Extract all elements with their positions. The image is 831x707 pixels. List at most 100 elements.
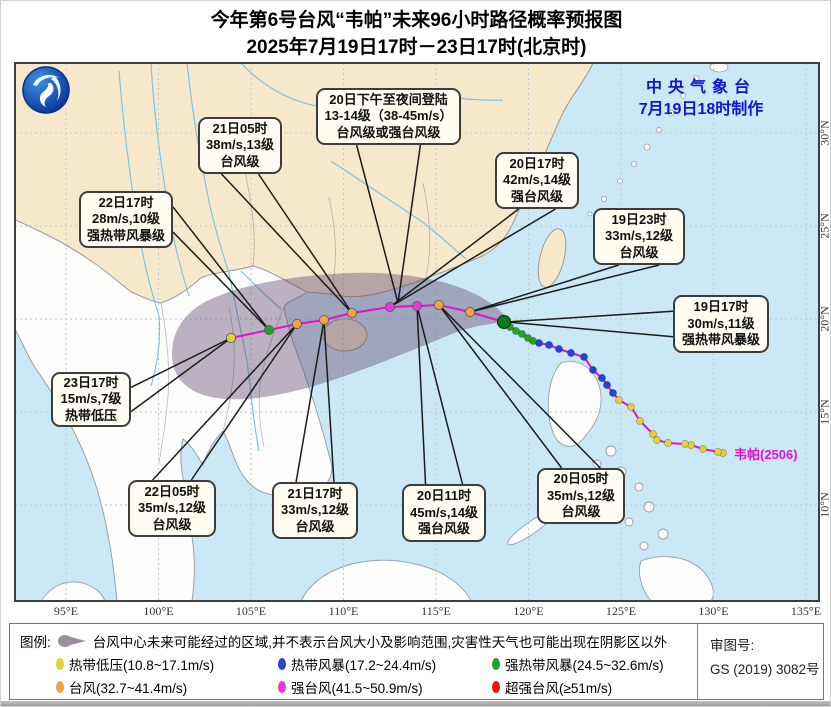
- legend-item-label: 强热带风暴(24.5~32.6m/s): [505, 658, 664, 673]
- callout-t19-17: 19日17时 30m/s,11级 强热带风暴级: [673, 295, 769, 353]
- callout-text: 13-14级（38-45m/s）: [324, 108, 453, 124]
- title-line1: 今年第6号台风“韦帕”未来96小时路径概率预报图: [210, 10, 623, 31]
- legend-item-sty: 强台风(41.5~50.9m/s): [278, 677, 423, 697]
- callout-text: 21日17时: [287, 485, 343, 501]
- callout-text: 台风级: [152, 516, 192, 532]
- callout-text: 21日05时: [212, 120, 268, 136]
- callout-text: 强热带风暴级: [86, 227, 165, 243]
- map-frame: [14, 62, 820, 602]
- legend-stts-dot-icon: [492, 658, 500, 670]
- legend-item-label: 热带低压(10.8~17.1m/s): [69, 658, 215, 673]
- callout-text: 35m/s,12级: [138, 500, 206, 516]
- legend-td-dot-icon: [56, 658, 64, 670]
- callout-t19-23: 19日23时 33m/s,12级 台风级: [593, 208, 685, 265]
- callout-t21-05: 21日05时 38m/s,13级 台风级: [198, 117, 282, 174]
- legend-item-suty: 超强台风(≥51m/s): [492, 677, 612, 697]
- callout-text: 20日11时: [416, 488, 472, 504]
- callout-text: 33m/s,12级: [605, 228, 673, 244]
- lon-tick-label: 95°E: [53, 604, 79, 618]
- callout-text: 35m/s,12级: [547, 487, 615, 503]
- callout-text: 20日下午至夜间登陆: [329, 91, 448, 107]
- callout-text: 30m/s,11级: [687, 315, 755, 331]
- callout-t22-17: 22日17时 28m/s,10级 强热带风暴级: [79, 191, 173, 248]
- callout-text: 台风级: [295, 518, 335, 534]
- legend-sty-dot-icon: [278, 681, 286, 693]
- province-borders: [244, 170, 431, 294]
- lon-tick-label: 110°E: [328, 604, 359, 618]
- callout-text: 45m/s,14级: [410, 504, 478, 520]
- lat-tick-label: 25°N: [817, 213, 831, 239]
- legend-suty-dot-icon: [492, 681, 500, 693]
- legend-cone-row: 图例: 台风中心未来可能经过的区域,并不表示台风大小及影响范围,灾害性天气也可能…: [20, 631, 667, 651]
- legend-title: 图例:: [20, 635, 51, 650]
- callout-text: 20日05时: [553, 471, 609, 487]
- callout-t21-17: 21日17时 33m/s,12级 台风级: [272, 482, 358, 539]
- callout-text: 23日17时: [63, 374, 119, 390]
- callout-text: 台风级: [561, 504, 601, 520]
- callout-text: 42m/s,14级: [503, 172, 571, 188]
- callout-pointer-lines: [130, 144, 674, 485]
- legend-ty-dot-icon: [56, 681, 64, 693]
- callout-text: 强台风级: [510, 188, 563, 204]
- lat-tick-label: 30°N: [817, 120, 831, 146]
- legend-item-label: 强台风(41.5~50.9m/s): [291, 681, 423, 696]
- bottom-shadow-bar: [1, 701, 830, 706]
- legend-cone-note: 台风中心未来可能经过的区域,并不表示台风大小及影响范围,灾害性天气也可能出现在阴…: [92, 635, 668, 650]
- callout-text: 33m/s,12级: [281, 502, 349, 518]
- legend-item-label: 超强台风(≥51m/s): [505, 681, 613, 696]
- legend-item-td: 热带低压(10.8~17.1m/s): [56, 654, 214, 674]
- callout-text: 台风级或强台风级: [336, 124, 441, 140]
- cone-legend-icon: [57, 635, 86, 647]
- callout-text: 热带低压: [64, 407, 117, 423]
- bottom-islands: [40, 559, 472, 601]
- legend-item-label: 热带风暴(17.2~24.4m/s): [291, 658, 437, 673]
- callout-text: 19日17时: [693, 299, 749, 315]
- callout-text: 15m/s,7级: [60, 391, 122, 407]
- callout-t22-05: 22日05时 35m/s,12级 台风级: [128, 480, 216, 537]
- callout-text: 20日17时: [509, 155, 565, 171]
- legend-item-ty: 台风(32.7~41.4m/s): [56, 677, 187, 697]
- lat-tick-label: 15°N: [817, 399, 831, 425]
- lon-tick-label: 130°E: [698, 604, 729, 618]
- review-value: GS (2019) 3082号: [710, 662, 820, 677]
- agency-name: 中央气象台: [645, 79, 756, 96]
- map-review-number: 审图号: GS (2019) 3082号: [710, 634, 822, 682]
- callout-text: 强台风级: [417, 521, 470, 537]
- callout-text: 台风级: [220, 153, 260, 169]
- legend-item-stts: 强热带风暴(24.5~32.6m/s): [492, 654, 664, 674]
- callout-t20-05: 20日05时 35m/s,12级 台风级: [537, 468, 625, 524]
- title-line2: 2025年7月19日17时－23日17时(北京时): [246, 37, 587, 58]
- lat-tick-label: 10°N: [817, 492, 831, 518]
- typhoon-track: [225, 299, 727, 457]
- callout-text: 22日05时: [144, 483, 200, 499]
- ryukyu-islands: [587, 63, 729, 217]
- page-title: 今年第6号台风“韦帕”未来96小时路径概率预报图 2025年7月19日17时－2…: [1, 7, 830, 61]
- legend-divider: [697, 624, 698, 699]
- lon-tick-label: 120°E: [513, 604, 544, 618]
- callout-text: 台风级: [619, 244, 659, 260]
- callout-text: 28m/s,10级: [92, 211, 160, 227]
- lat-tick-label: 20°N: [817, 306, 831, 332]
- callout-text: 19日23时: [611, 211, 667, 227]
- callout-t20-17: 20日17时 42m/s,14级 强台风级: [495, 152, 579, 209]
- callout-text: 38m/s,13级: [206, 137, 274, 153]
- agency-watermark: 中央气象台 7月19日18时制作: [601, 77, 801, 121]
- cma-logo-icon: [22, 66, 70, 114]
- legend-item-ts: 热带风暴(17.2~24.4m/s): [278, 654, 436, 674]
- callout-text: 强热带风暴级: [681, 332, 760, 348]
- legend-panel: 图例: 台风中心未来可能经过的区域,并不表示台风大小及影响范围,灾害性天气也可能…: [9, 623, 824, 700]
- callout-landfall: 20日下午至夜间登陆 13-14级（38-45m/s） 台风级或强台风级: [316, 88, 461, 145]
- lon-tick-label: 115°E: [421, 604, 451, 618]
- review-label: 审图号:: [710, 638, 755, 653]
- callout-t20-11: 20日11时 45m/s,14级 强台风级: [402, 484, 486, 542]
- storm-name-label: 韦帕(2506): [734, 447, 798, 462]
- lon-tick-label: 135°E: [790, 604, 822, 618]
- agency-issued: 7月19日18时制作: [638, 101, 764, 118]
- legend-ts-dot-icon: [278, 658, 286, 670]
- callout-text: 22日17时: [98, 194, 154, 210]
- lon-tick-label: 105°E: [235, 604, 267, 618]
- callout-t23-17: 23日17时 15m/s,7级 热带低压: [51, 372, 131, 427]
- lon-tick-label: 125°E: [605, 604, 637, 618]
- taiwan-island: [537, 228, 567, 288]
